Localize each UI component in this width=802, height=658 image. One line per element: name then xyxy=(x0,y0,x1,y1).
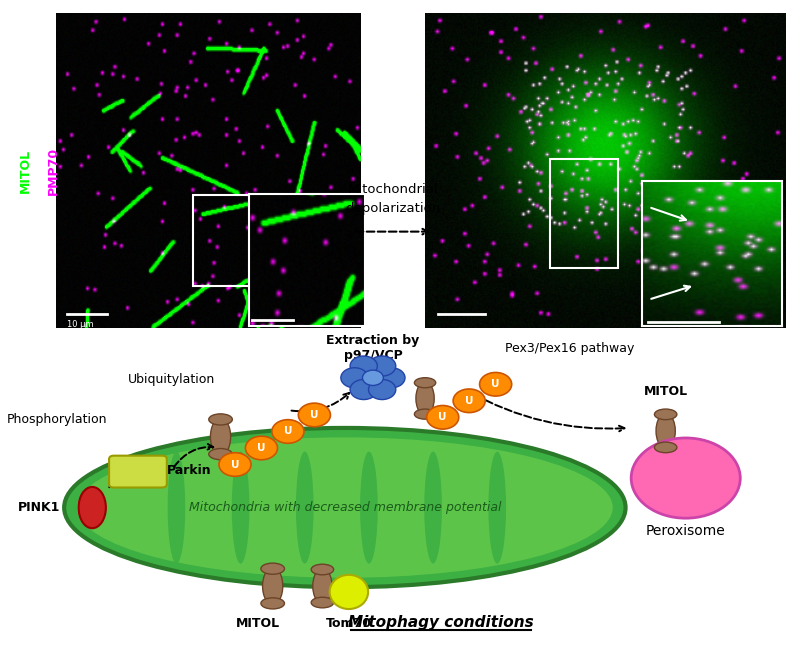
Circle shape xyxy=(369,380,396,399)
Text: PMP70: PMP70 xyxy=(47,147,59,195)
Ellipse shape xyxy=(77,438,613,578)
Circle shape xyxy=(480,372,512,396)
Ellipse shape xyxy=(424,451,442,564)
Text: depolarization: depolarization xyxy=(346,203,440,215)
Ellipse shape xyxy=(416,382,434,415)
Text: U: U xyxy=(492,379,500,390)
Ellipse shape xyxy=(261,563,285,574)
Text: MITOL: MITOL xyxy=(19,149,32,193)
Text: Peroxisome: Peroxisome xyxy=(646,524,726,538)
Ellipse shape xyxy=(296,451,314,564)
Circle shape xyxy=(363,370,383,386)
Text: U: U xyxy=(465,396,473,406)
Text: MITOL: MITOL xyxy=(236,617,281,630)
Circle shape xyxy=(219,453,251,476)
Ellipse shape xyxy=(330,575,368,609)
Bar xyxy=(549,159,618,268)
Text: Tom70: Tom70 xyxy=(326,617,372,630)
Ellipse shape xyxy=(210,418,231,455)
Ellipse shape xyxy=(168,451,185,564)
Circle shape xyxy=(350,356,378,376)
Circle shape xyxy=(341,368,368,388)
Ellipse shape xyxy=(415,409,435,419)
Circle shape xyxy=(272,420,304,443)
Text: Phosphorylation: Phosphorylation xyxy=(6,413,107,426)
Circle shape xyxy=(245,436,277,460)
Circle shape xyxy=(631,438,740,519)
Bar xyxy=(192,195,277,286)
Ellipse shape xyxy=(311,597,334,608)
Ellipse shape xyxy=(262,567,283,605)
Ellipse shape xyxy=(360,451,378,564)
Text: Mitochondria with decreased membrane potential: Mitochondria with decreased membrane pot… xyxy=(188,501,501,514)
Text: 10 μm: 10 μm xyxy=(67,320,93,328)
Ellipse shape xyxy=(488,451,506,564)
FancyBboxPatch shape xyxy=(109,455,167,488)
Text: U: U xyxy=(310,410,318,420)
Text: /: / xyxy=(34,169,47,173)
Text: Extraction by
p97/VCP: Extraction by p97/VCP xyxy=(326,334,419,363)
Text: U: U xyxy=(284,426,292,436)
Ellipse shape xyxy=(261,598,285,609)
Circle shape xyxy=(298,403,330,427)
Ellipse shape xyxy=(313,569,332,604)
Text: Pex3/Pex16 pathway: Pex3/Pex16 pathway xyxy=(505,342,634,355)
Circle shape xyxy=(453,389,485,413)
Circle shape xyxy=(369,356,396,376)
Ellipse shape xyxy=(64,428,626,587)
Ellipse shape xyxy=(656,413,675,449)
Text: U: U xyxy=(257,443,265,453)
Ellipse shape xyxy=(415,378,435,388)
Ellipse shape xyxy=(209,414,233,425)
Text: U: U xyxy=(231,459,239,470)
Text: U: U xyxy=(439,413,447,422)
Circle shape xyxy=(350,380,378,399)
Text: PINK1: PINK1 xyxy=(18,501,60,514)
Ellipse shape xyxy=(209,449,233,460)
Text: MITOL: MITOL xyxy=(643,385,688,398)
Ellipse shape xyxy=(79,487,106,528)
Circle shape xyxy=(427,405,459,429)
Text: Mitochondrial: Mitochondrial xyxy=(348,183,438,195)
Ellipse shape xyxy=(311,564,334,575)
Ellipse shape xyxy=(654,442,677,453)
Ellipse shape xyxy=(232,451,249,564)
Text: Ubiquitylation: Ubiquitylation xyxy=(128,373,216,386)
Ellipse shape xyxy=(654,409,677,420)
Text: Parkin: Parkin xyxy=(167,465,212,478)
Text: Mitophagy conditions: Mitophagy conditions xyxy=(348,615,534,630)
Circle shape xyxy=(378,368,405,388)
